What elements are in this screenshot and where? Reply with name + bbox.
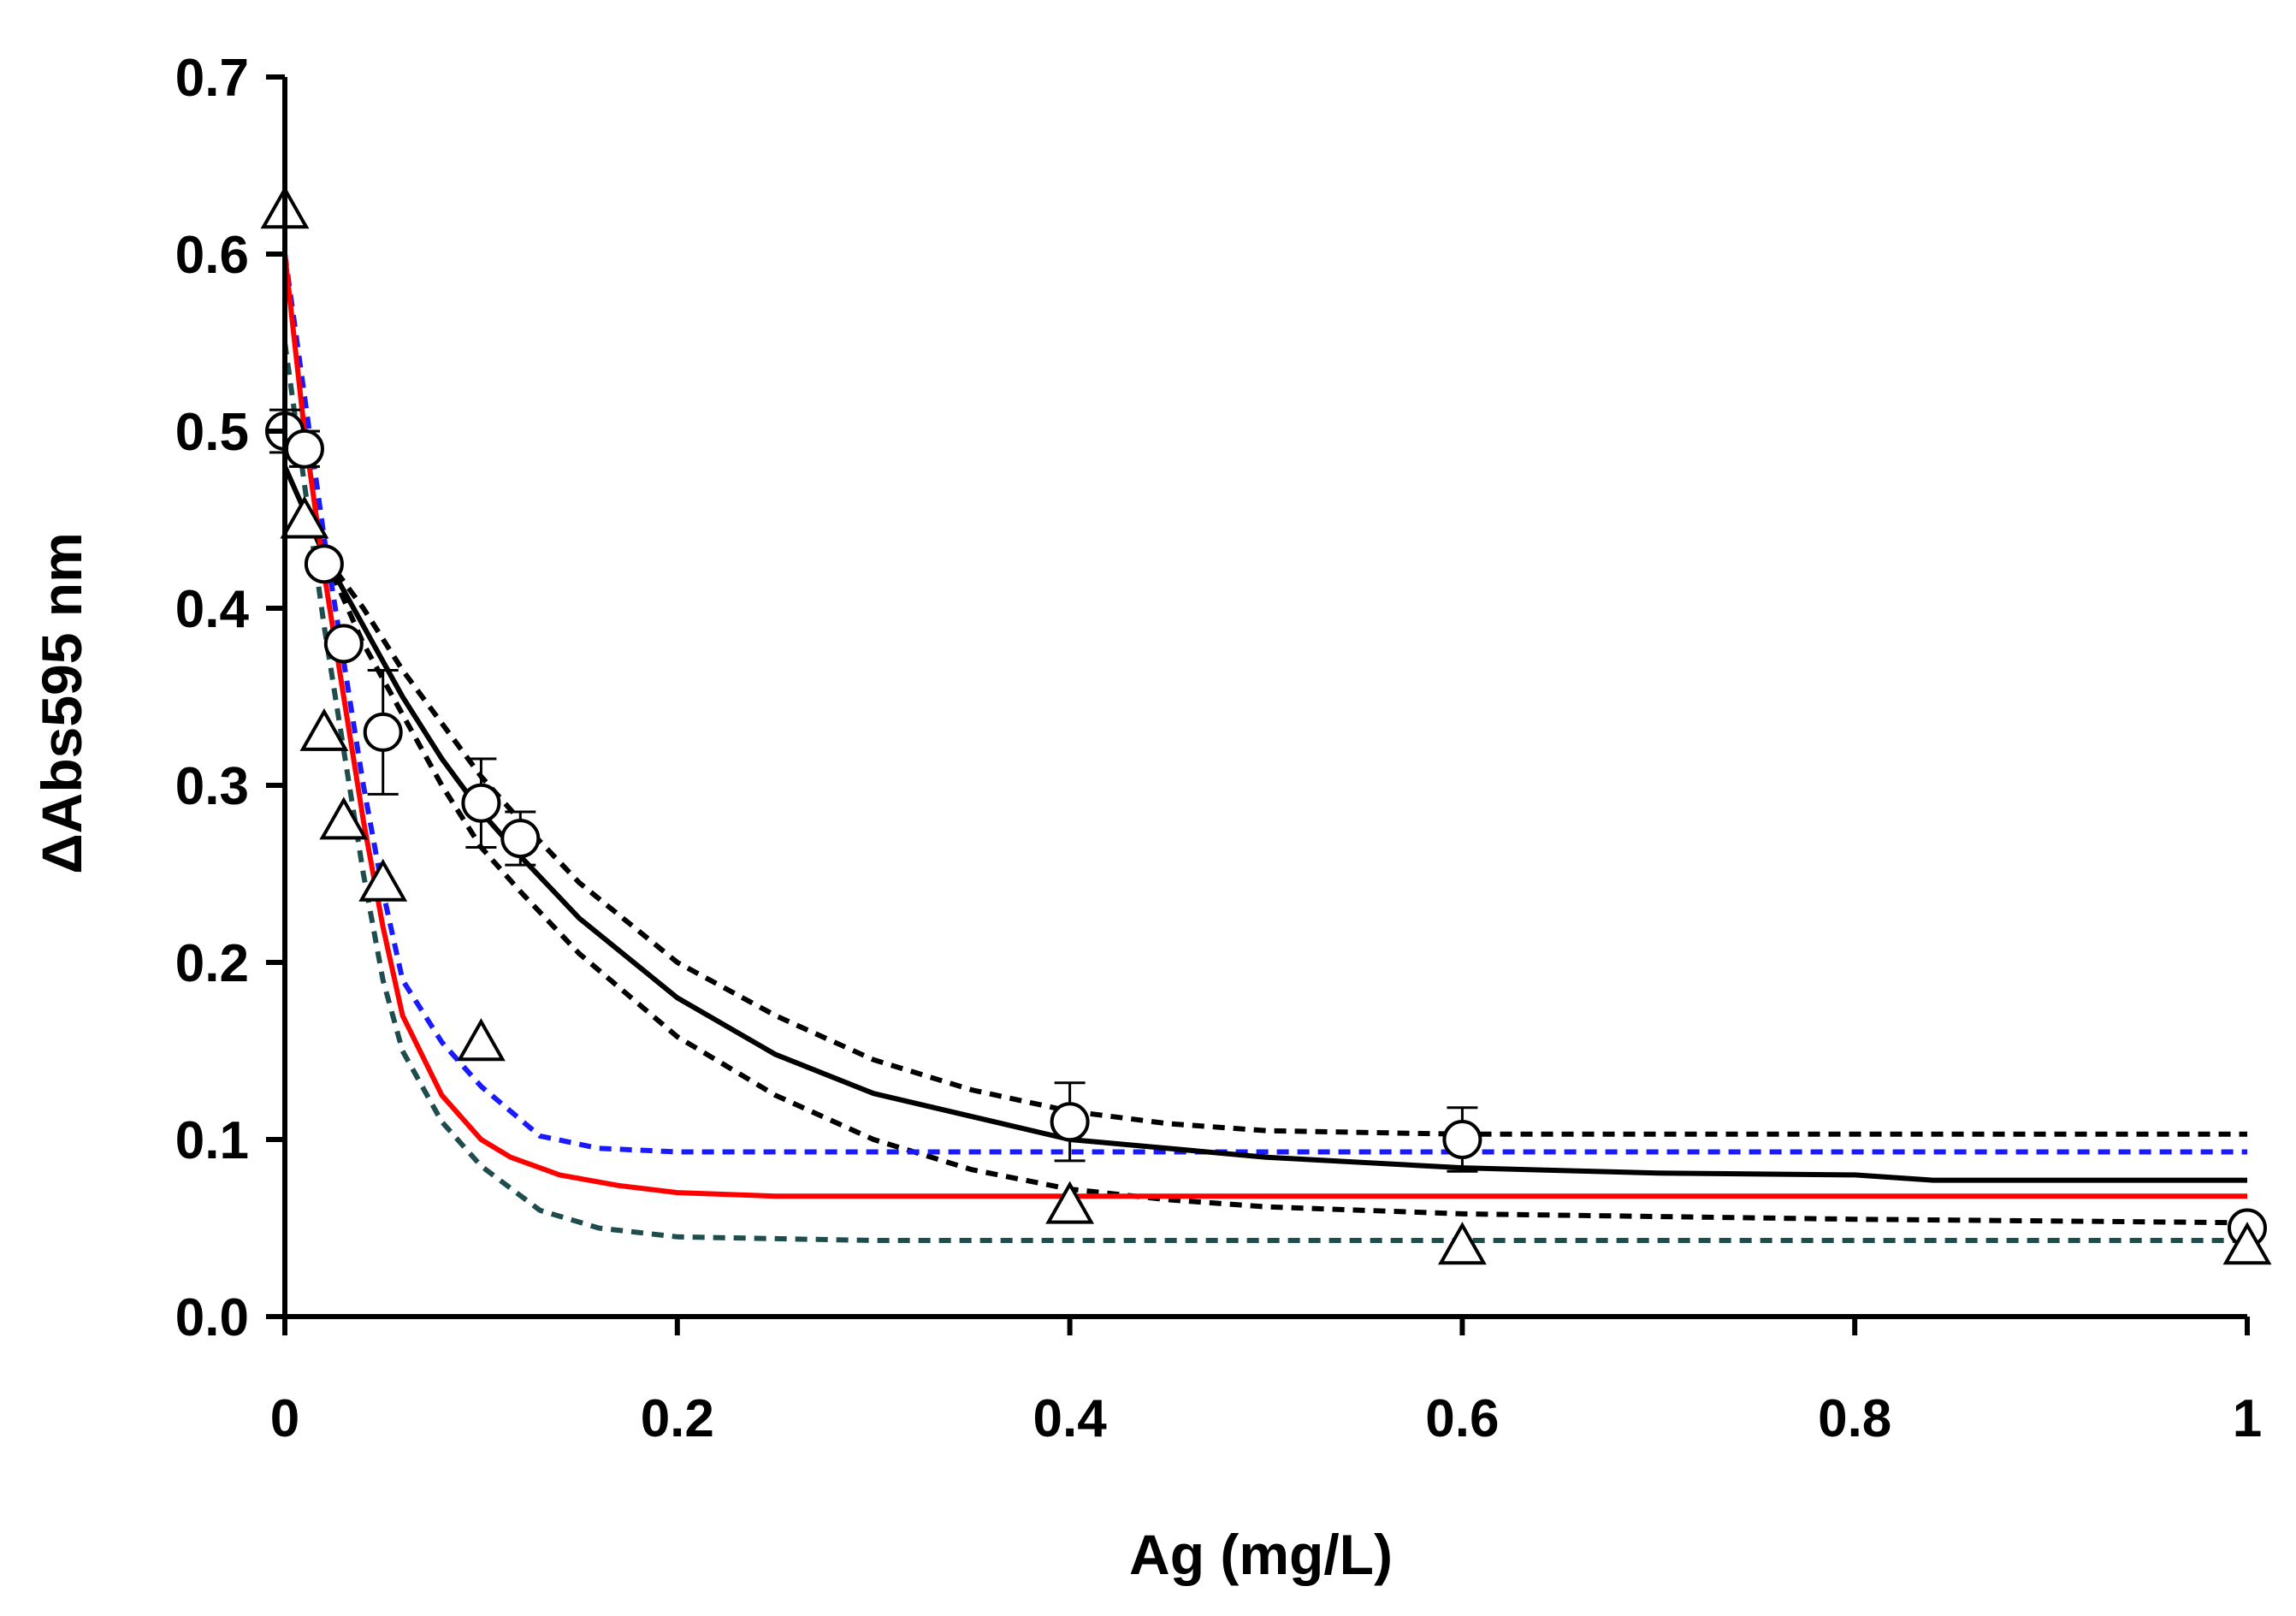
triangle-point — [456, 1018, 506, 1062]
circle-point — [363, 712, 403, 752]
curve-black-fit — [282, 465, 2247, 1183]
y-tick-label: 0.6 — [175, 226, 249, 285]
y-tick-label: 0.2 — [175, 934, 249, 993]
triangle-point — [319, 796, 369, 840]
x-tick-label: 0.8 — [1818, 1389, 1891, 1448]
curve-teal-band — [282, 342, 2247, 1243]
y-tick-label: 0.4 — [175, 580, 250, 639]
x-tick-label: 1 — [2233, 1389, 2262, 1448]
triangle-point — [1045, 1181, 1095, 1224]
y-tick-label: 0.5 — [175, 403, 249, 462]
triangle-point — [1437, 1222, 1487, 1265]
x-tick-label: 0 — [270, 1389, 299, 1448]
triangle-point — [280, 495, 329, 539]
circle-point — [500, 819, 541, 859]
y-tick-label: 0.7 — [175, 49, 249, 108]
y-tick-label: 0.1 — [175, 1111, 249, 1170]
x-axis-title: Ag (mg/L) — [1129, 1523, 1393, 1586]
triangle-point — [358, 858, 408, 902]
x-tick-label: 0.2 — [641, 1389, 714, 1448]
circle-point — [323, 624, 364, 664]
circle-point — [304, 544, 344, 584]
curve-red-fit — [282, 253, 2247, 1199]
triangle-point — [2222, 1222, 2272, 1265]
curve-black-lower-band — [322, 553, 2248, 1226]
data-markers — [260, 186, 2272, 1265]
fit-lines — [282, 253, 2247, 1199]
triangle-point — [299, 707, 349, 751]
circle-point — [461, 783, 501, 823]
y-tick-label: 0.0 — [175, 1288, 249, 1347]
dashed-bands — [282, 253, 2248, 1243]
circle-point — [1442, 1120, 1482, 1159]
y-tick-label: 0.3 — [175, 757, 249, 816]
circle-point — [1050, 1102, 1090, 1142]
x-tick-label: 0.4 — [1033, 1389, 1107, 1448]
y-axis-title: ΔAbs595 nm — [30, 532, 93, 874]
curve-blue-band — [282, 253, 2247, 1155]
curve-black-upper-band — [322, 553, 2247, 1137]
tick-labels: 0.0 0.1 0.2 0.3 0.4 0.5 0.6 0.7 0 0.2 0.4 0.6 0.8 1 — [175, 49, 2262, 1448]
circle-point — [284, 429, 324, 469]
axes — [266, 74, 2250, 1335]
x-tick-label: 0.6 — [1425, 1389, 1499, 1448]
